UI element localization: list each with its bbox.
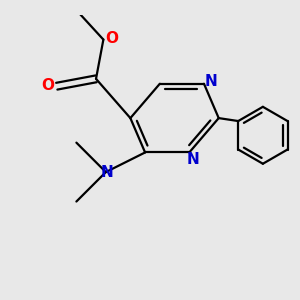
Text: N: N: [205, 74, 218, 89]
Text: O: O: [106, 31, 119, 46]
Text: O: O: [41, 78, 54, 93]
Text: N: N: [100, 165, 113, 180]
Text: N: N: [187, 152, 200, 167]
